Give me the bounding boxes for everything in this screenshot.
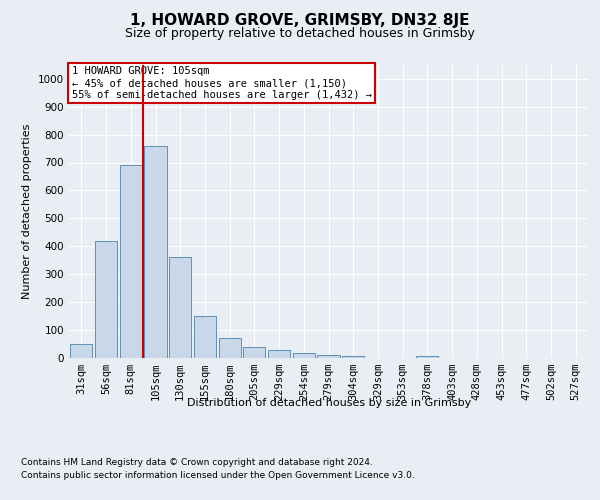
Text: 1 HOWARD GROVE: 105sqm
← 45% of detached houses are smaller (1,150)
55% of semi-: 1 HOWARD GROVE: 105sqm ← 45% of detached… — [71, 66, 371, 100]
Bar — [416, 356, 439, 358]
Text: Contains HM Land Registry data © Crown copyright and database right 2024.: Contains HM Land Registry data © Crown c… — [21, 458, 373, 467]
Bar — [218, 338, 241, 357]
Text: 1, HOWARD GROVE, GRIMSBY, DN32 8JE: 1, HOWARD GROVE, GRIMSBY, DN32 8JE — [130, 12, 470, 28]
Bar — [70, 344, 92, 358]
Bar — [95, 240, 117, 358]
Bar — [145, 146, 167, 358]
Bar — [194, 316, 216, 358]
Bar — [342, 356, 364, 358]
Text: Distribution of detached houses by size in Grimsby: Distribution of detached houses by size … — [187, 398, 471, 407]
Bar — [169, 257, 191, 358]
Y-axis label: Number of detached properties: Number of detached properties — [22, 124, 32, 299]
Bar — [293, 353, 315, 358]
Bar — [243, 347, 265, 358]
Bar — [317, 354, 340, 358]
Bar — [268, 350, 290, 358]
Bar — [119, 166, 142, 358]
Text: Size of property relative to detached houses in Grimsby: Size of property relative to detached ho… — [125, 27, 475, 40]
Text: Contains public sector information licensed under the Open Government Licence v3: Contains public sector information licen… — [21, 472, 415, 480]
